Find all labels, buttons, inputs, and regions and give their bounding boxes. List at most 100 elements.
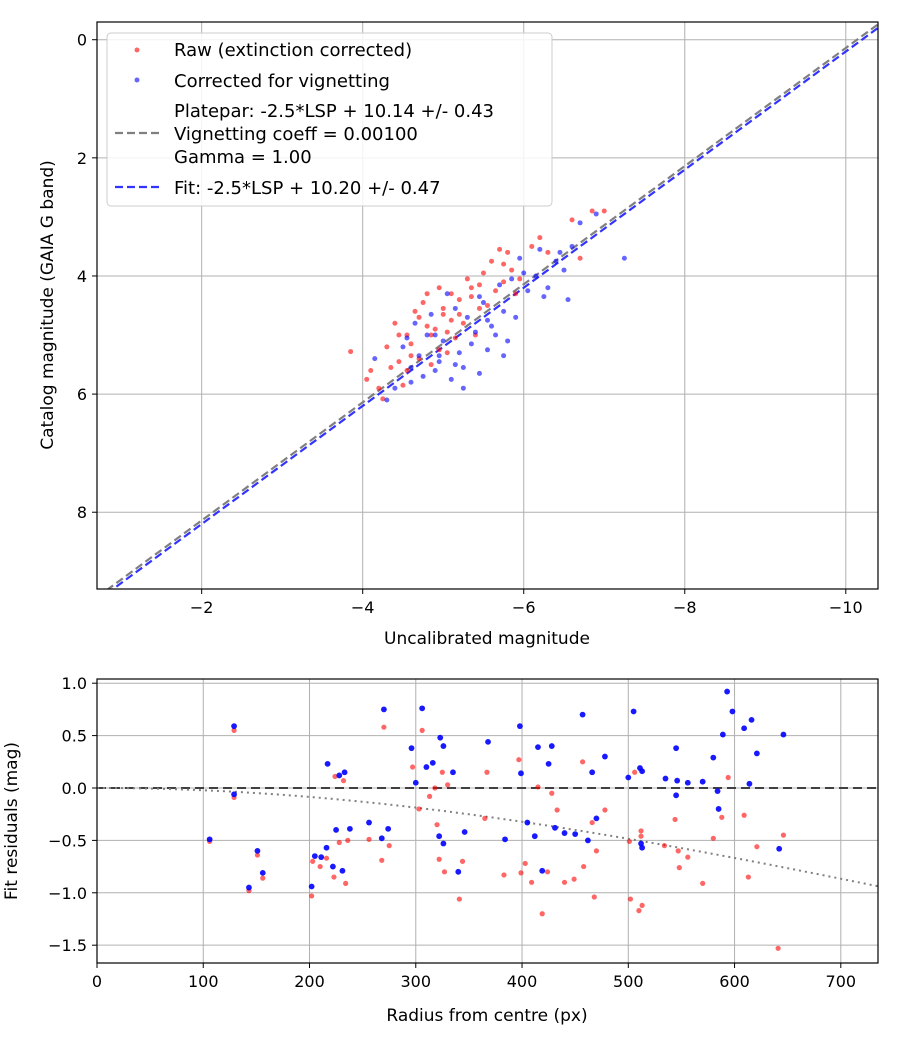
raw-residual-point bbox=[589, 819, 595, 826]
corrected-residual-point bbox=[419, 705, 426, 712]
corrected-residual-point bbox=[450, 769, 456, 776]
raw-residual-point bbox=[416, 806, 422, 812]
raw-point bbox=[424, 323, 430, 329]
raw-point bbox=[456, 311, 462, 317]
legend-raw-marker bbox=[134, 47, 140, 53]
corrected-residual-point bbox=[437, 734, 444, 741]
top-y-tick-label: 8 bbox=[77, 503, 87, 522]
raw-residual-point bbox=[501, 872, 507, 878]
corrected-residual-point bbox=[206, 836, 213, 843]
raw-point bbox=[464, 276, 470, 282]
raw-point bbox=[497, 246, 503, 252]
raw-point bbox=[428, 362, 434, 368]
raw-residual-point bbox=[231, 727, 237, 733]
corrected-point bbox=[404, 335, 410, 341]
raw-residual-point bbox=[602, 807, 608, 813]
top-scatter-points bbox=[348, 208, 627, 403]
corrected-residual-point bbox=[729, 708, 736, 715]
corrected-residual-point bbox=[324, 760, 331, 767]
corrected-residual-point bbox=[545, 760, 552, 767]
legend-platepar-label-line2: Vignetting coeff = 0.00100 bbox=[174, 124, 418, 145]
top-x-axis-label: Uncalibrated magnitude bbox=[384, 629, 590, 649]
raw-residual-point bbox=[522, 860, 528, 867]
raw-residual-point bbox=[332, 773, 338, 780]
corrected-point bbox=[452, 362, 458, 368]
raw-residual-point bbox=[554, 807, 560, 813]
raw-residual-point bbox=[741, 812, 747, 818]
corrected-point bbox=[489, 323, 495, 329]
raw-residual-point bbox=[345, 837, 351, 843]
corrected-point bbox=[372, 356, 378, 362]
raw-residual-point bbox=[456, 896, 462, 902]
raw-point bbox=[424, 291, 430, 297]
corrected-point bbox=[517, 255, 523, 261]
corrected-residual-point bbox=[776, 845, 783, 852]
bottom-axes-frame bbox=[96, 678, 879, 964]
corrected-point bbox=[561, 267, 567, 273]
bottom-x-ticks: 0 100 200 300 400 500 600 700 bbox=[92, 963, 856, 991]
corrected-residual-point bbox=[323, 844, 330, 851]
raw-residual-point bbox=[419, 727, 425, 733]
raw-residual-point bbox=[627, 896, 634, 902]
top-y-axis-label: Catalog magnitude (GAIA G band) bbox=[38, 160, 58, 450]
corrected-residual-point bbox=[539, 867, 546, 874]
raw-point bbox=[513, 291, 519, 297]
corrected-point bbox=[424, 332, 430, 338]
corrected-point bbox=[432, 332, 438, 338]
raw-point bbox=[456, 297, 462, 303]
raw-residual-point bbox=[544, 869, 551, 875]
corrected-residual-point bbox=[714, 788, 721, 795]
corrected-point bbox=[456, 350, 462, 356]
raw-residual-point bbox=[571, 876, 577, 882]
corrected-point bbox=[448, 376, 454, 382]
corrected-point bbox=[460, 365, 466, 371]
raw-residual-point bbox=[593, 848, 600, 854]
bottom-x-tick-label: 300 bbox=[401, 972, 432, 991]
corrected-point bbox=[420, 373, 426, 379]
raw-point bbox=[396, 359, 402, 365]
raw-residual-point bbox=[459, 858, 466, 864]
top-y-tick-label: 2 bbox=[77, 149, 87, 168]
bottom-x-axis-label: Radius from centre (px) bbox=[386, 1006, 587, 1026]
corrected-residual-point bbox=[518, 770, 524, 777]
raw-point bbox=[432, 326, 438, 332]
corrected-point bbox=[541, 294, 547, 300]
corrected-point bbox=[476, 370, 482, 376]
residuals-plot: 0 100 200 300 400 500 600 700 1.0 0.5 0.0 −0.5 −1.0… bbox=[2, 674, 879, 1026]
corrected-point bbox=[501, 308, 507, 314]
raw-point bbox=[545, 249, 551, 255]
raw-point bbox=[400, 382, 406, 388]
corrected-residual-point bbox=[378, 835, 385, 842]
raw-point bbox=[408, 341, 414, 347]
corrected-residual-point bbox=[436, 833, 443, 840]
corrected-residual-point bbox=[485, 738, 491, 745]
corrected-point bbox=[468, 341, 474, 347]
raw-residual-point bbox=[366, 836, 372, 842]
raw-point bbox=[589, 208, 595, 214]
bottom-reference-lines bbox=[97, 786, 878, 888]
raw-point bbox=[452, 335, 458, 341]
corrected-residual-point bbox=[748, 716, 755, 723]
corrected-residual-point bbox=[333, 827, 339, 833]
corrected-point bbox=[464, 314, 470, 320]
corrected-residual-point bbox=[625, 774, 632, 781]
corrected-residual-point bbox=[311, 853, 318, 860]
bottom-x-tick-label: 500 bbox=[613, 972, 644, 991]
raw-point bbox=[501, 261, 507, 267]
corrected-residual-point bbox=[673, 792, 680, 799]
corrected-point bbox=[525, 288, 531, 294]
raw-point bbox=[489, 258, 495, 264]
corrected-residual-point bbox=[715, 806, 722, 812]
corrected-point bbox=[452, 305, 458, 311]
raw-point bbox=[505, 249, 511, 255]
corrected-residual-point bbox=[329, 863, 336, 870]
corrected-point bbox=[476, 294, 482, 300]
raw-residual-point bbox=[309, 893, 315, 899]
corrected-point bbox=[432, 367, 438, 373]
corrected-residual-point bbox=[346, 825, 353, 832]
corrected-residual-point bbox=[380, 706, 387, 713]
corrected-point bbox=[392, 385, 398, 391]
raw-residual-point bbox=[676, 865, 682, 871]
corrected-residual-point bbox=[524, 819, 531, 826]
